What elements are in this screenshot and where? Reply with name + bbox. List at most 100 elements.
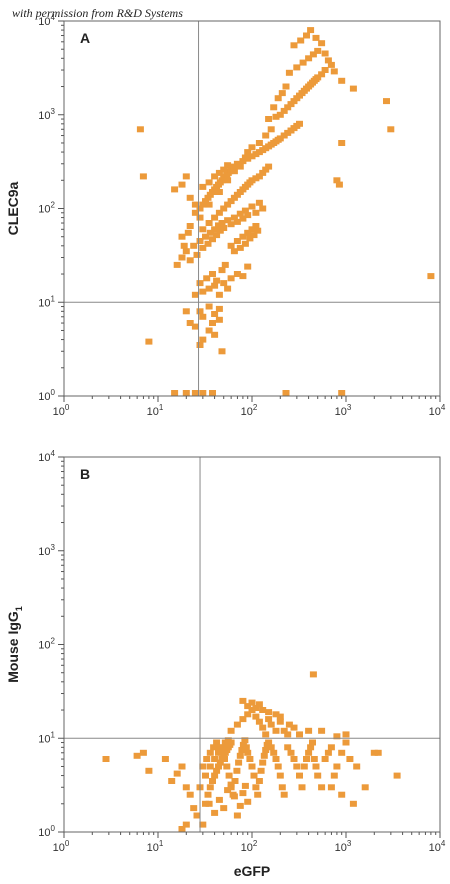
data-point [297,37,305,44]
data-point [199,821,207,828]
data-point [272,756,280,762]
y-tick-label: 102 [38,637,55,652]
data-point [296,120,303,127]
data-points [136,27,435,396]
x-axis-label: eGFP [234,863,271,879]
x-tick-label: 104 [429,839,446,854]
data-point [236,752,244,759]
y-tick-label: 103 [38,107,55,122]
data-point [196,280,204,287]
data-point [139,749,147,756]
data-points [102,671,401,832]
data-point [239,233,247,240]
data-point [191,201,199,208]
data-point [321,756,329,762]
data-point [206,763,214,770]
data-point [285,69,293,76]
data-point [236,163,244,170]
data-point [248,203,256,210]
data-point [239,790,247,797]
data-point [270,749,278,756]
data-point [193,251,201,258]
data-point [239,697,247,704]
data-point [224,787,232,794]
data-point [276,718,284,725]
data-point [215,796,223,803]
data-point [211,311,219,317]
data-point [303,32,310,39]
x-tick-label: 104 [429,403,446,418]
data-point [299,59,307,66]
data-point [191,323,199,330]
data-point [252,223,260,229]
data-point [191,390,199,396]
data-point [321,50,329,57]
data-point [224,285,232,292]
data-point [227,198,235,205]
y-tick-label: 101 [38,730,55,745]
data-point [178,233,186,240]
data-point [255,718,263,725]
data-point [267,126,275,133]
data-point [215,316,223,323]
data-point [300,763,308,770]
panel-label: A [80,30,90,46]
data-point [330,68,338,75]
y-tick-label: 101 [38,294,55,309]
data-point [324,749,332,756]
data-point [205,220,213,226]
panel-label: B [80,466,90,482]
data-point [225,772,233,779]
data-point [209,778,216,784]
data-point [190,805,198,812]
data-point [227,242,235,249]
data-point [139,173,147,180]
data-point [239,273,247,280]
data-point [218,267,226,274]
data-point [330,772,338,779]
data-point [270,104,278,111]
data-point [307,744,315,751]
data-point [196,342,204,348]
data-point [209,390,216,396]
data-point [290,756,298,762]
data-point [199,244,207,251]
data-point [215,749,222,756]
data-point [293,763,301,770]
data-point [338,77,346,84]
data-point [310,756,318,762]
data-point [327,61,335,68]
data-point [276,713,284,720]
data-point [338,390,346,396]
data-point [168,778,176,784]
data-point [274,763,282,770]
data-point [220,205,228,212]
data-point [223,763,231,770]
data-point [321,67,329,73]
data-point [233,721,241,728]
data-point [186,791,194,798]
data-point [259,759,267,766]
data-point [215,189,223,195]
data-point [202,772,209,779]
credit-text: with permission from R&D Systems [12,6,183,20]
y-tick-label: 104 [38,13,55,28]
data-point [196,214,204,221]
data-point [199,390,207,396]
data-point [182,390,190,396]
data-point [230,248,238,255]
data-point [272,727,280,734]
data-point [314,47,322,54]
data-point [206,749,214,756]
data-point [246,235,254,242]
data-point [227,727,235,734]
data-point [178,826,186,832]
data-point [276,135,284,142]
y-tick-label: 104 [38,449,55,464]
data-point [199,763,207,770]
data-point [199,336,207,343]
data-point [224,177,232,184]
data-point [204,791,212,798]
data-point [244,703,252,710]
